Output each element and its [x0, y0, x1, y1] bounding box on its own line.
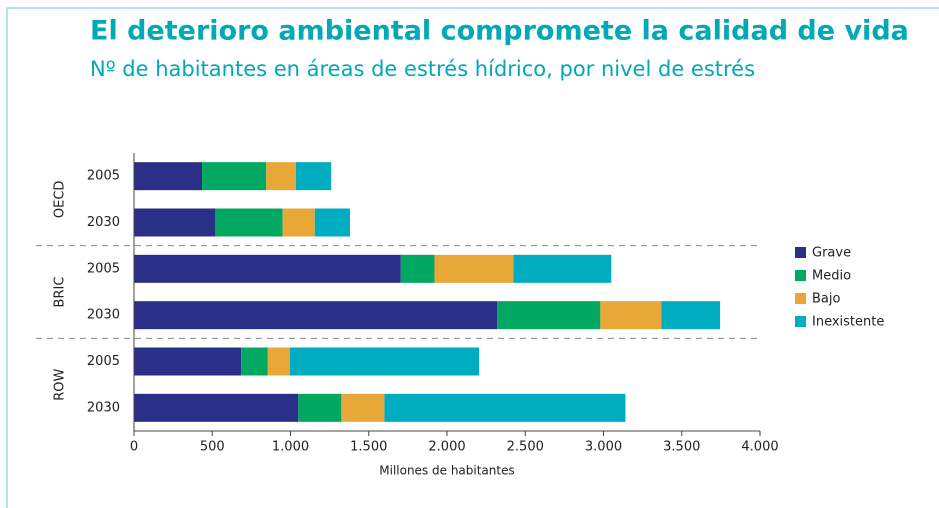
x-tick-label: 4.000: [741, 440, 778, 455]
bar-segment: [298, 393, 342, 422]
y-tick-label: 2005: [87, 169, 120, 184]
y-tick-label: 2005: [87, 261, 120, 276]
bar-segment: [134, 393, 299, 422]
bar-segment: [400, 254, 435, 283]
bar-segment: [497, 301, 601, 330]
legend-swatch: [795, 316, 806, 327]
frame: [6, 7, 939, 508]
bar-segment: [289, 347, 480, 376]
group-label: BRIC: [53, 277, 68, 308]
legend-label: Medio: [812, 269, 851, 284]
bar-segment: [434, 254, 514, 283]
bar-segment: [134, 301, 498, 330]
bar-segment: [341, 393, 385, 422]
x-tick-label: 500: [200, 440, 225, 455]
x-tick-label: 1.000: [272, 440, 309, 455]
group-label: OECD: [53, 181, 68, 219]
chart-subtitle: Nº de habitantes en áreas de estrés hídr…: [90, 57, 755, 81]
legend-swatch: [795, 293, 806, 304]
bar-segment: [241, 347, 268, 376]
bar-segment: [202, 162, 267, 191]
x-tick-label: 2.500: [507, 440, 544, 455]
bar-segment: [134, 347, 242, 376]
legend-label: Grave: [812, 246, 851, 261]
bar-segment: [513, 254, 612, 283]
x-tick-label: 3.000: [585, 440, 622, 455]
bar-segment: [266, 162, 296, 191]
x-tick-label: 3.500: [663, 440, 700, 455]
bar-segment: [661, 301, 721, 330]
y-tick-label: 2030: [87, 215, 120, 230]
bar-segment: [215, 208, 283, 237]
x-tick-label: 1.500: [350, 440, 387, 455]
bar-segment: [134, 162, 203, 191]
bar-segment: [314, 208, 350, 237]
bar-segment: [384, 393, 626, 422]
legend-label: Inexistente: [812, 315, 884, 330]
bar-segment: [295, 162, 332, 191]
y-tick-label: 2030: [87, 400, 120, 415]
x-axis-label: Millones de habitantes: [379, 464, 514, 478]
legend-label: Bajo: [812, 292, 840, 307]
bar-segment: [282, 208, 315, 237]
legend-swatch: [795, 247, 806, 258]
chart-title: El deterioro ambiental compromete la cal…: [90, 16, 909, 47]
bar-segment: [267, 347, 290, 376]
bar-segment: [600, 301, 662, 330]
group-label: ROW: [53, 368, 68, 400]
y-tick-label: 2005: [87, 354, 120, 369]
bar-segment: [134, 208, 216, 237]
x-tick-label: 0: [130, 440, 138, 455]
legend-swatch: [795, 270, 806, 281]
y-tick-label: 2030: [87, 308, 120, 323]
x-tick-label: 2.000: [428, 440, 465, 455]
bar-segment: [134, 254, 401, 283]
